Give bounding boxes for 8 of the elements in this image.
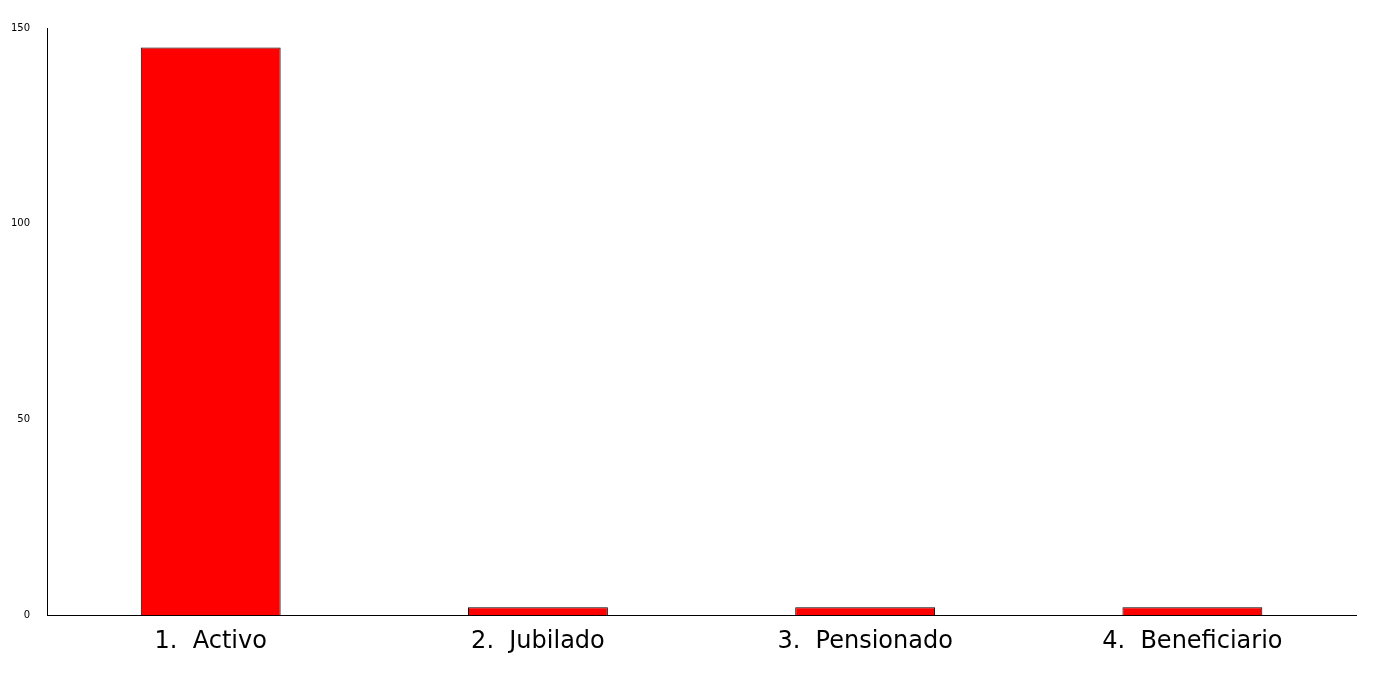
y-tick-label: 50 (17, 413, 31, 425)
x-tick-label: 3. Pensionado (777, 625, 953, 654)
y-tick-label: 100 (10, 217, 31, 229)
x-tick-label: 4. Beneficiario (1102, 625, 1283, 654)
y-tick-label: 150 (10, 21, 31, 33)
x-tick-label: 2. Jubilado (471, 625, 605, 654)
y-tick-label: 0 (23, 608, 31, 620)
x-tick-label: 1. Activo (154, 625, 267, 654)
